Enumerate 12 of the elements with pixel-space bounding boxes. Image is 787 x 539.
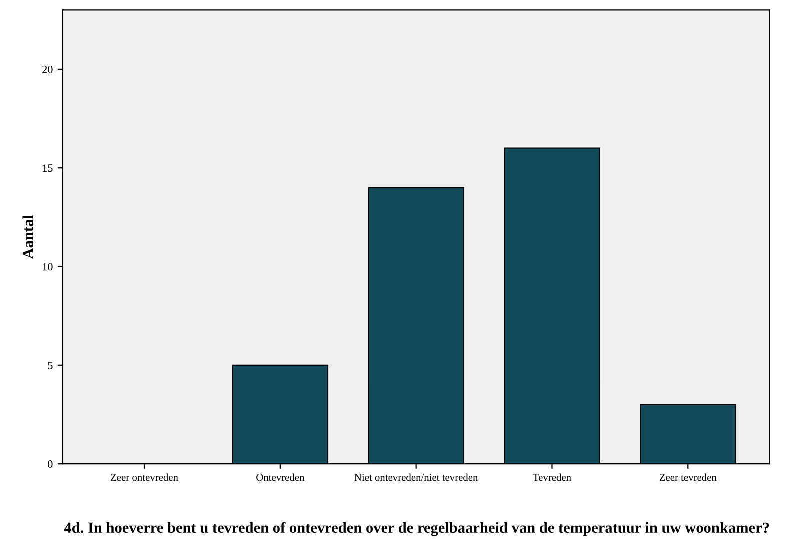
x-tick-label: Tevreden [533,474,572,482]
x-tick-label: Zeer tevreden [660,474,717,482]
y-tick-label: 15 [43,164,53,172]
y-tick-label: 5 [48,362,53,370]
x-tick-label: Ontevreden [256,474,305,482]
y-tick-label: 20 [42,66,53,74]
y-tick-label: 10 [43,263,53,271]
x-tick-label: Niet ontevreden/niet tevreden [354,474,478,482]
y-axis-title: Aantal [22,215,34,260]
x-tick-label: Zeer ontevreden [111,474,178,482]
x-axis-title: 4d. In hoeverre bent u tevreden of ontevreden over de regelbaarheid van de temperatuur in uw woonkamer? [64,522,770,536]
y-tick-label: 0 [48,460,53,468]
